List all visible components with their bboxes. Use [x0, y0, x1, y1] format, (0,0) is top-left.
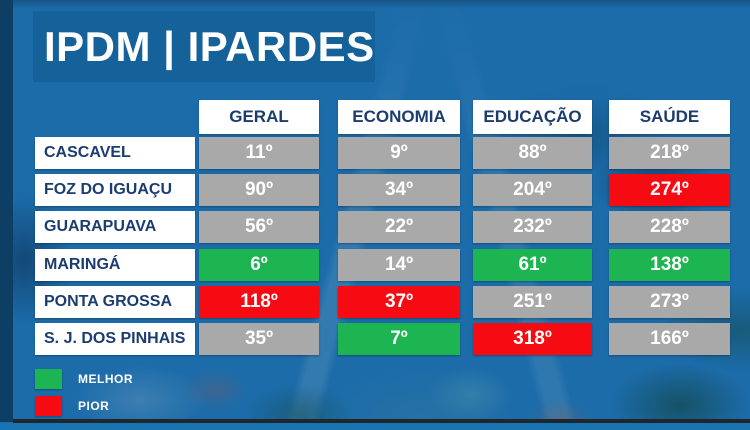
cell-maringa-saude: 138º [609, 249, 730, 281]
legend-item-worst: PIOR [35, 395, 133, 416]
title-banner: IPDM | IPARDES [33, 11, 375, 82]
row-label-foz-do-iguacu: FOZ DO IGUAÇU [35, 174, 195, 206]
cell-maringa-educacao: 61º [473, 249, 592, 281]
cell-foz-saude: 274º [609, 174, 730, 206]
cell-guarapuava-educacao: 232º [473, 211, 592, 243]
legend: MELHOR PIOR [35, 368, 133, 422]
cell-sj-pinhais-educacao: 318º [473, 323, 592, 355]
cell-guarapuava-economia: 22º [338, 211, 460, 243]
legend-worst-label: PIOR [78, 398, 110, 413]
cell-foz-economia: 34º [338, 174, 460, 206]
column-header-economia: ECONOMIA [338, 100, 460, 134]
slide-title: IPDM | IPARDES [44, 22, 375, 70]
cell-sj-pinhais-geral: 35º [199, 323, 319, 355]
row-label-ponta-grossa: PONTA GROSSA [35, 286, 195, 318]
cell-sj-pinhais-saude: 166º [609, 323, 730, 355]
cell-guarapuava-saude: 228º [609, 211, 730, 243]
column-header-educacao: EDUCAÇÃO [473, 100, 592, 134]
cell-ponta-grossa-economia: 37º [338, 286, 460, 318]
cell-cascavel-educacao: 88º [473, 137, 592, 169]
cell-maringa-economia: 14º [338, 249, 460, 281]
cell-guarapuava-geral: 56º [199, 211, 319, 243]
bottom-divider-line [13, 419, 750, 423]
cell-foz-educacao: 204º [473, 174, 592, 206]
cell-ponta-grossa-geral: 118º [199, 286, 319, 318]
cell-cascavel-economia: 9º [338, 137, 460, 169]
legend-worst-swatch [35, 395, 62, 416]
cell-maringa-geral: 6º [199, 249, 319, 281]
row-label-maringa: MARINGÁ [35, 249, 195, 281]
legend-item-best: MELHOR [35, 368, 133, 389]
legend-best-label: MELHOR [78, 371, 133, 386]
cell-foz-geral: 90º [199, 174, 319, 206]
legend-best-swatch [35, 368, 62, 389]
cell-ponta-grossa-educacao: 251º [473, 286, 592, 318]
cell-sj-pinhais-economia: 7º [338, 323, 460, 355]
column-header-saude: SAÚDE [609, 100, 730, 134]
cell-cascavel-geral: 11º [199, 137, 319, 169]
left-edge-strip [0, 0, 13, 422]
cell-ponta-grossa-saude: 273º [609, 286, 730, 318]
row-label-cascavel: CASCAVEL [35, 137, 195, 169]
bottom-strip [0, 423, 750, 430]
row-label-guarapuava: GUARAPUAVA [35, 211, 195, 243]
cell-cascavel-saude: 218º [609, 137, 730, 169]
column-header-geral: GERAL [199, 100, 319, 134]
row-label-sj-dos-pinhais: S. J. DOS PINHAIS [35, 323, 195, 355]
